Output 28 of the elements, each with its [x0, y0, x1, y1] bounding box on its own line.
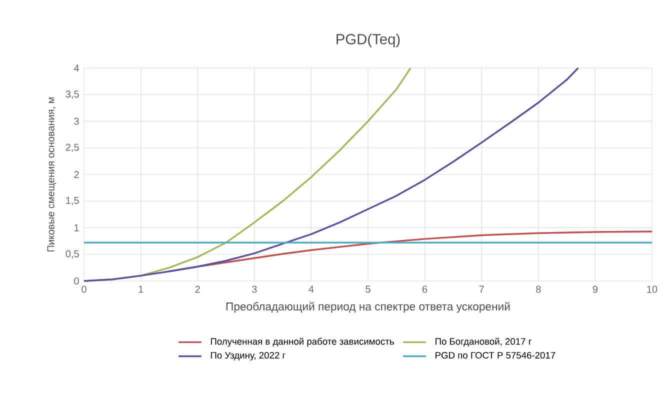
x-tick-label: 2 [195, 286, 200, 293]
x-tick-label: 9 [592, 286, 598, 293]
y-tick-label: 2,5 [66, 144, 79, 152]
y-tick-label: 3,5 [66, 90, 79, 99]
x-tick-label: 1 [138, 286, 144, 293]
x-tick-label: 3 [252, 286, 257, 293]
x-tick-label: 8 [536, 286, 541, 293]
chart-title: PGD(Teq) [336, 34, 400, 48]
y-axis-title: Пиковые смещения основания, м [47, 97, 56, 252]
legend-label: Полученная в данной работе зависимость [210, 338, 394, 347]
y-tick-label: 1,5 [66, 197, 79, 206]
y-tick-label: 4 [74, 64, 79, 72]
x-tick-label: 7 [479, 286, 484, 293]
x-tick-label: 0 [82, 286, 86, 293]
legend-label: PGD по ГОСТ Р 57546-2017 [436, 352, 556, 359]
y-tick-label: 3 [74, 118, 79, 125]
x-axis-title: Преобладающий период на спектре ответа ускорений [226, 302, 510, 313]
line-series [83, 67, 580, 282]
y-tick-label: 2 [74, 171, 79, 178]
x-tick-label: 4 [308, 286, 314, 293]
y-tick-label: 0 [74, 277, 79, 285]
x-tick-label: 10 [647, 286, 658, 293]
x-tick-label: 5 [366, 286, 370, 293]
y-tick-label: 0,5 [66, 250, 79, 259]
x-tick-label: 6 [422, 286, 428, 293]
legend-label: По Богдановой, 2017 г [436, 338, 532, 347]
y-tick-label: 1 [74, 224, 79, 232]
legend-label: По Уздину, 2022 г [210, 352, 286, 360]
